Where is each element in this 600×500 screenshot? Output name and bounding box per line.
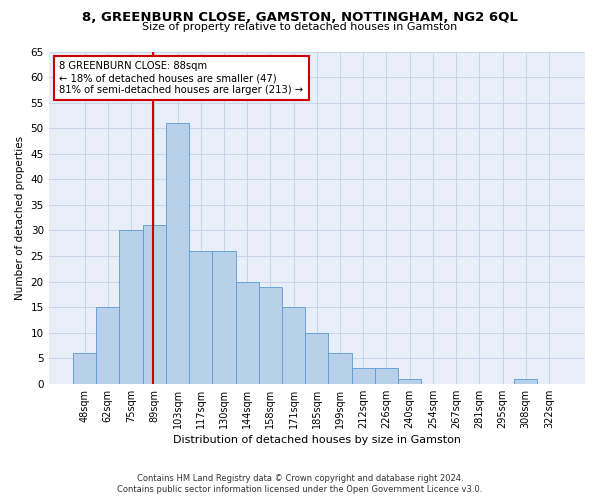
Bar [305, 332, 328, 384]
Text: 8 GREENBURN CLOSE: 88sqm
← 18% of detached houses are smaller (47)
81% of semi-d: 8 GREENBURN CLOSE: 88sqm ← 18% of detach… [59, 62, 304, 94]
Bar [96, 307, 119, 384]
Bar [189, 251, 212, 384]
Bar [328, 353, 352, 384]
X-axis label: Distribution of detached houses by size in Gamston: Distribution of detached houses by size … [173, 435, 461, 445]
Bar [143, 226, 166, 384]
Bar [514, 378, 538, 384]
Bar [398, 378, 421, 384]
Text: Contains HM Land Registry data © Crown copyright and database right 2024.
Contai: Contains HM Land Registry data © Crown c… [118, 474, 482, 494]
Bar [212, 251, 236, 384]
Bar [375, 368, 398, 384]
Bar [166, 123, 189, 384]
Bar [259, 286, 282, 384]
Bar [236, 282, 259, 384]
Y-axis label: Number of detached properties: Number of detached properties [15, 136, 25, 300]
Text: 8, GREENBURN CLOSE, GAMSTON, NOTTINGHAM, NG2 6QL: 8, GREENBURN CLOSE, GAMSTON, NOTTINGHAM,… [82, 11, 518, 24]
Bar [73, 353, 96, 384]
Bar [282, 307, 305, 384]
Bar [119, 230, 143, 384]
Bar [352, 368, 375, 384]
Text: Size of property relative to detached houses in Gamston: Size of property relative to detached ho… [142, 22, 458, 32]
